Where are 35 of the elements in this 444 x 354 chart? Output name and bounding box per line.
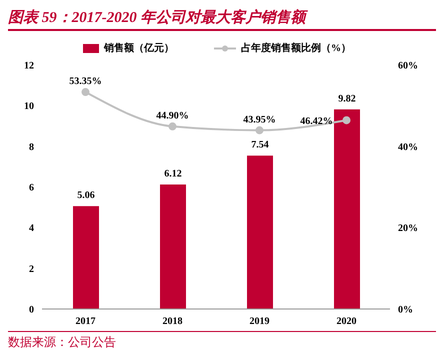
x-tick-label: 2020	[336, 316, 356, 328]
point	[256, 126, 264, 134]
y-tick-label: 0	[29, 304, 34, 316]
bar	[160, 184, 186, 309]
bar	[334, 109, 360, 309]
y2-tick-label: 40%	[398, 142, 418, 153]
point	[342, 116, 350, 124]
bar	[247, 156, 273, 309]
point	[168, 122, 176, 130]
y2-tick-label: 20%	[398, 223, 418, 234]
data-label: 53.35%	[69, 76, 102, 88]
legend-label: 占年度销售额比例（%）	[240, 41, 351, 55]
y-tick-label: 6	[29, 182, 34, 194]
data-label: 44.90%	[156, 110, 189, 122]
y-tick-label: 10	[24, 101, 34, 112]
x-tick-label: 2019	[250, 316, 270, 328]
y-tick-label: 4	[29, 223, 34, 234]
legend-label: 销售额（亿元）	[102, 41, 174, 55]
data-label: 9.82	[338, 93, 356, 104]
y-tick-label: 8	[29, 142, 34, 153]
data-label: 46.42%	[300, 116, 333, 128]
data-label: 7.54	[251, 140, 269, 151]
chart-title: 图表 59：2017-2020 年公司对最大客户销售额	[8, 8, 436, 31]
data-label: 43.95%	[243, 114, 276, 126]
y-tick-label: 12	[24, 60, 34, 72]
point	[82, 88, 90, 96]
data-label: 5.06	[77, 190, 95, 202]
data-label: 6.12	[164, 168, 182, 180]
x-tick-label: 2018	[162, 316, 182, 328]
x-tick-label: 2017	[76, 316, 96, 328]
y-tick-label: 2	[29, 264, 34, 275]
y2-tick-label: 0%	[398, 304, 413, 316]
y2-tick-label: 60%	[398, 60, 418, 72]
bar	[73, 206, 99, 309]
source-note: 数据来源：公司公告	[8, 331, 436, 351]
